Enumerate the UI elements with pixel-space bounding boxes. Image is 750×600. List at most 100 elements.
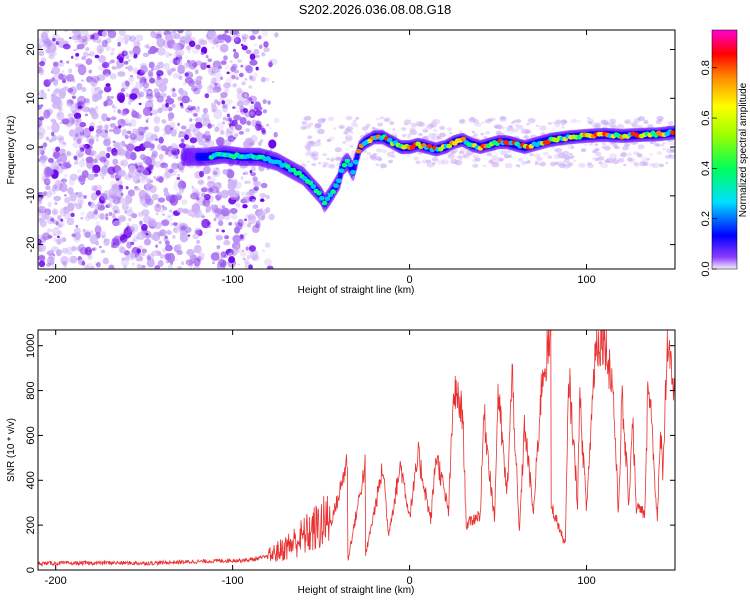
noise-speckle bbox=[240, 191, 246, 197]
snr-y-axis: 0 200 400 600 800 1000 bbox=[25, 333, 675, 573]
noise-speckle bbox=[194, 229, 201, 235]
noise-speckle bbox=[66, 150, 71, 156]
noise-speckle bbox=[147, 69, 154, 77]
ridge-halo bbox=[484, 120, 489, 123]
ridge-halo bbox=[390, 154, 397, 159]
noise-speckle bbox=[245, 213, 251, 219]
noise-speckle bbox=[265, 123, 270, 127]
noise-speckle bbox=[240, 43, 244, 47]
noise-speckle bbox=[103, 159, 110, 167]
x-tick-label: 100 bbox=[577, 274, 595, 286]
noise-speckle bbox=[76, 169, 82, 174]
ridge-halo bbox=[569, 156, 573, 160]
noise-speckle bbox=[178, 142, 186, 149]
ridge-halo bbox=[524, 129, 532, 135]
noise-speckle bbox=[158, 136, 164, 144]
ridge-halo bbox=[377, 122, 384, 127]
noise-speckle bbox=[47, 48, 55, 58]
noise-speckle bbox=[199, 170, 205, 178]
noise-speckle bbox=[101, 235, 106, 239]
noise-speckle bbox=[231, 223, 234, 226]
noise-speckle bbox=[69, 192, 77, 202]
noise-speckle bbox=[38, 149, 43, 156]
noise-speckle bbox=[118, 30, 126, 37]
noise-speckle bbox=[219, 130, 225, 135]
noise-speckle bbox=[121, 50, 128, 57]
ridge-halo bbox=[387, 159, 394, 164]
noise-speckle bbox=[97, 124, 104, 130]
noise-speckle bbox=[86, 159, 94, 169]
noise-speckle bbox=[180, 168, 185, 173]
noise-speckle bbox=[64, 194, 67, 197]
snr-series-line bbox=[38, 330, 675, 567]
noise-speckle bbox=[225, 117, 230, 122]
ridge-halo bbox=[539, 125, 547, 131]
ridge-halo bbox=[570, 155, 575, 159]
noise-speckle bbox=[264, 258, 272, 266]
noise-speckle bbox=[157, 61, 164, 69]
ridge-halo bbox=[326, 157, 330, 161]
ridge-halo bbox=[594, 122, 602, 128]
noise-speckle bbox=[54, 88, 61, 93]
noise-speckle bbox=[50, 131, 55, 137]
noise-speckle bbox=[217, 192, 221, 197]
noise-speckle bbox=[202, 107, 208, 114]
noise-speckle bbox=[88, 125, 95, 132]
ridge-halo bbox=[527, 117, 536, 124]
noise-speckle bbox=[38, 50, 45, 57]
noise-speckle bbox=[258, 44, 263, 50]
ridge-halo bbox=[344, 134, 353, 141]
ridge-halo bbox=[572, 159, 577, 163]
noise-speckle bbox=[87, 166, 94, 171]
noise-speckle bbox=[239, 117, 247, 125]
noise-speckle bbox=[136, 231, 146, 241]
noise-speckle bbox=[172, 234, 176, 239]
noise-speckle bbox=[223, 211, 231, 221]
noise-speckle bbox=[76, 47, 80, 50]
noise-speckle bbox=[77, 197, 84, 206]
noise-speckle bbox=[242, 222, 249, 228]
noise-speckle bbox=[106, 95, 111, 101]
noise-speckle bbox=[248, 30, 253, 33]
noise-speckle bbox=[78, 203, 83, 209]
noise-speckle bbox=[67, 202, 75, 212]
noise-speckle bbox=[236, 245, 240, 249]
ridge-halo bbox=[616, 123, 625, 130]
noise-speckle bbox=[105, 152, 111, 159]
ridge-halo bbox=[330, 159, 335, 162]
ridge-halo bbox=[456, 155, 461, 159]
noise-speckle bbox=[142, 155, 152, 165]
noise-speckle bbox=[91, 112, 99, 120]
ridge-halo bbox=[641, 157, 650, 163]
ridge-halo bbox=[436, 135, 442, 140]
noise-speckle bbox=[49, 249, 54, 253]
noise-speckle bbox=[194, 69, 199, 75]
ridge-hotspot bbox=[344, 158, 351, 164]
noise-speckle bbox=[108, 60, 112, 65]
ridge-halo bbox=[489, 158, 493, 162]
y-tick-label: 600 bbox=[25, 426, 37, 444]
noise-speckle bbox=[56, 238, 62, 245]
noise-speckle bbox=[180, 138, 185, 144]
noise-speckle bbox=[205, 55, 209, 59]
ridge-halo bbox=[566, 163, 572, 168]
ridge-halo bbox=[304, 144, 312, 150]
noise-speckle bbox=[76, 138, 82, 145]
noise-speckle bbox=[43, 38, 52, 48]
noise-speckle bbox=[52, 91, 60, 99]
ridge-halo bbox=[471, 130, 476, 134]
noise-speckle bbox=[141, 75, 148, 83]
noise-speckle bbox=[156, 231, 164, 237]
noise-speckle bbox=[177, 30, 184, 34]
noise-speckle bbox=[65, 188, 69, 192]
noise-speckle bbox=[127, 65, 134, 72]
ridge-halo bbox=[389, 121, 395, 125]
noise-speckle bbox=[144, 45, 147, 48]
noise-speckle bbox=[248, 85, 253, 89]
noise-speckle bbox=[191, 44, 201, 54]
noise-speckle bbox=[106, 30, 113, 33]
noise-speckle bbox=[157, 260, 164, 267]
noise-speckle bbox=[88, 53, 91, 56]
noise-speckle bbox=[94, 203, 101, 210]
noise-speckle bbox=[173, 51, 179, 58]
